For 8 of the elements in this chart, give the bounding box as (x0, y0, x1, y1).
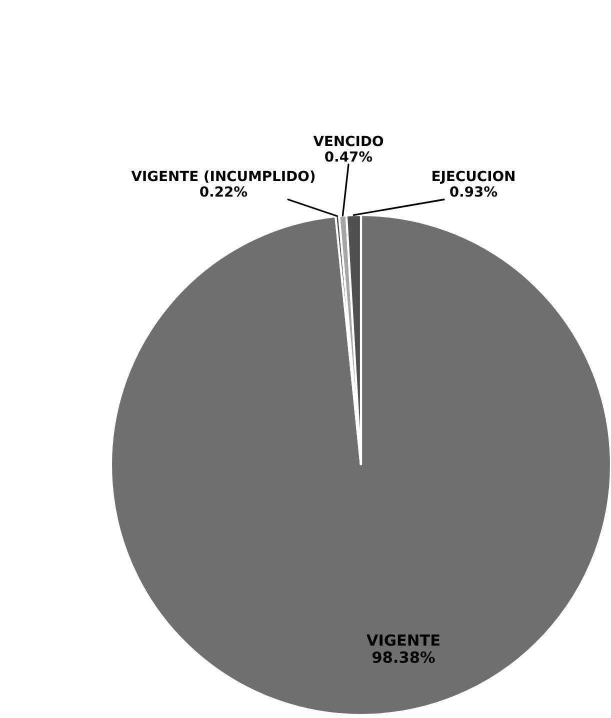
data-label: 98.38% (372, 651, 435, 663)
slice-label: VIGENTE (366, 634, 440, 646)
slice-label: VENCIDO (313, 136, 384, 146)
data-label: 0.22% (200, 186, 248, 197)
slice-label: EJECUCION (432, 170, 514, 184)
data-label: 0.93% (450, 186, 498, 197)
slice-label: VIGENTE (INCUMPLIDO) (131, 170, 315, 183)
data-label: 0.47% (325, 151, 372, 162)
